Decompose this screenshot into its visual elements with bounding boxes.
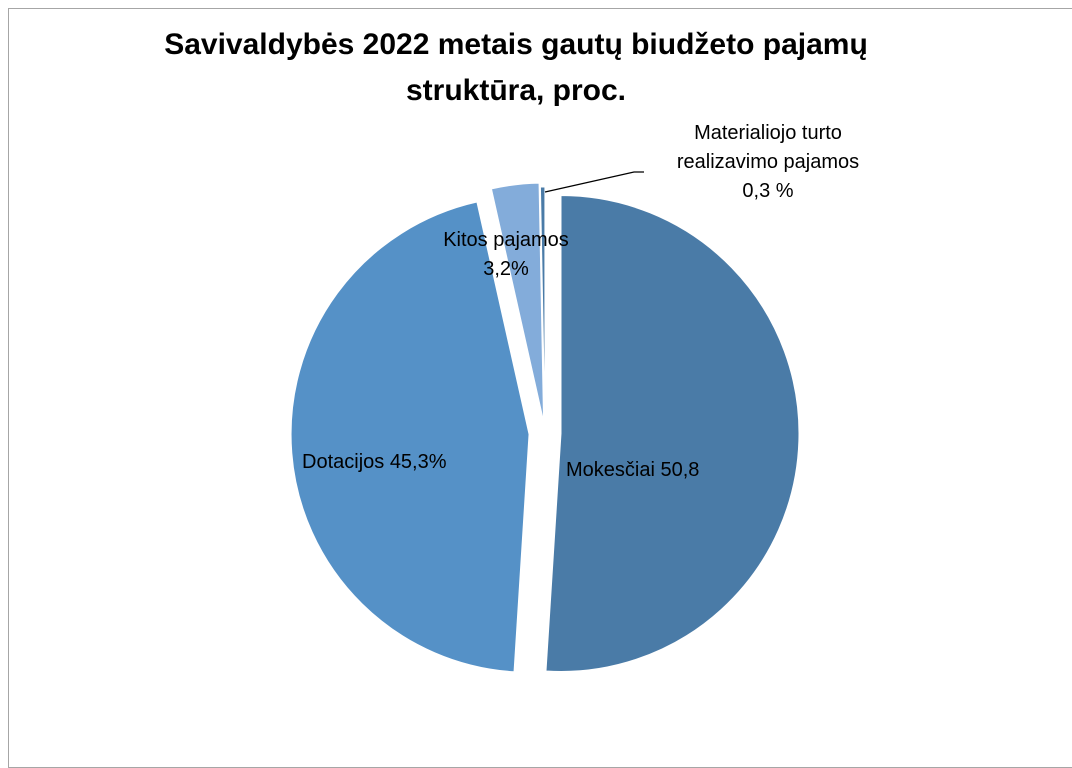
label-materialiojo-turto: Materialiojo turto realizavimo pajamos 0,3… xyxy=(677,122,859,202)
pie-slice-dotacijos xyxy=(290,201,530,673)
chart-title: Savivaldybės 2022 metais gautų biudžeto … xyxy=(0,22,1032,114)
label-materialiojo-turto-line-1: Materialiojo turto xyxy=(694,122,842,144)
chart-title-line-2: struktūra, proc. xyxy=(405,74,627,107)
label-kitos-pajamos-line-2: 3,2% xyxy=(483,258,529,280)
pie-slice-kitos-pajamos xyxy=(490,182,545,422)
label-dotacijos: Dotacijos 45,3% xyxy=(302,451,447,473)
pie-slice-mokes-iai xyxy=(545,195,800,672)
pie-chart: Mokesčiai 50,8 Dotacijos 45,3% Kitos pajam… xyxy=(290,122,859,673)
label-mokesciai-line-1: Mokesčiai 50,8 xyxy=(566,459,699,481)
label-materialiojo-turto-line-2: realizavimo pajamos xyxy=(677,151,859,173)
label-mokesciai: Mokesčiai 50,8 xyxy=(566,459,699,481)
label-materialiojo-turto-line-3: 0,3 % xyxy=(742,180,793,202)
leader-line-materialiojo-turto xyxy=(544,171,644,193)
pie-slice-materialiojo-turto-realizavimo-pajamos xyxy=(539,186,546,426)
label-kitos-pajamos-line-1: Kitos pajamos xyxy=(443,229,569,251)
chart-title-line-1: Savivaldybės 2022 metais gautų biudžeto … xyxy=(164,28,868,61)
label-dotacijos-line-1: Dotacijos 45,3% xyxy=(302,451,447,473)
label-kitos-pajamos: Kitos pajamos 3,2% xyxy=(443,229,569,280)
